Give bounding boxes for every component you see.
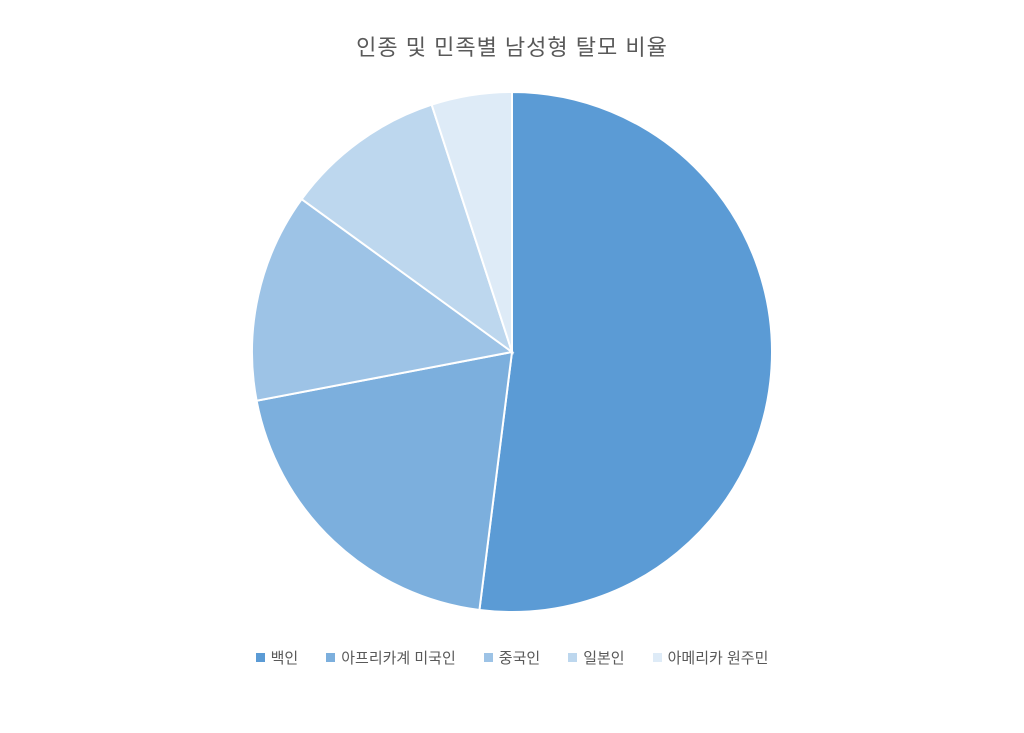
legend-label: 아프리카계 미국인 — [341, 647, 456, 668]
legend-swatch — [326, 653, 335, 662]
legend-item: 백인 — [256, 647, 299, 668]
legend-item: 중국인 — [484, 647, 540, 668]
legend: 백인 아프리카계 미국인 중국인 일본인 아메리카 원주민 — [256, 647, 769, 668]
legend-swatch — [484, 653, 493, 662]
legend-label: 중국인 — [499, 647, 540, 668]
legend-swatch — [256, 653, 265, 662]
legend-item: 일본인 — [568, 647, 624, 668]
legend-label: 아메리카 원주민 — [668, 647, 769, 668]
legend-swatch — [653, 653, 662, 662]
legend-label: 백인 — [271, 647, 299, 668]
pie-chart — [252, 92, 772, 612]
legend-item: 아메리카 원주민 — [653, 647, 769, 668]
chart-title: 인종 및 민족별 남성형 탈모 비율 — [356, 30, 668, 62]
legend-swatch — [568, 653, 577, 662]
pie-svg — [252, 92, 772, 612]
legend-label: 일본인 — [583, 647, 624, 668]
legend-item: 아프리카계 미국인 — [326, 647, 456, 668]
pie-slice — [479, 92, 772, 612]
